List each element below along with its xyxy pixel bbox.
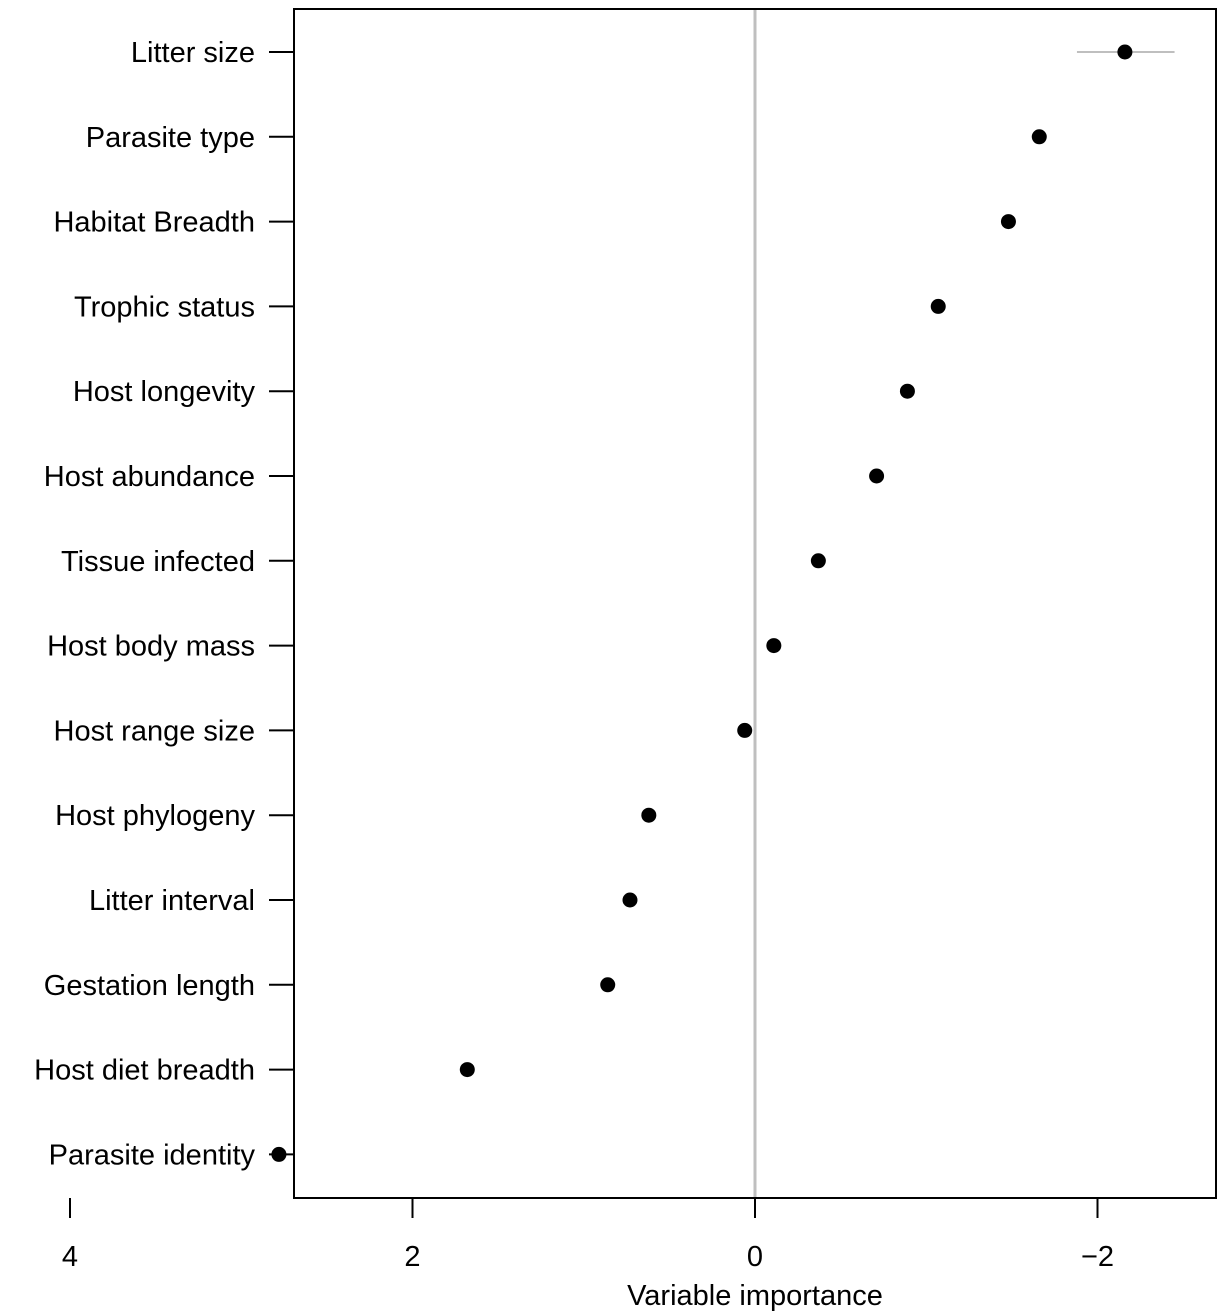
x-tick-label: −2 (1081, 1241, 1114, 1273)
y-tick-label: Parasite identity (49, 1139, 256, 1171)
y-tick-label: Host phylogeny (55, 800, 255, 832)
data-point (1031, 129, 1047, 145)
data-points (271, 44, 1133, 1162)
y-tick-label: Habitat Breadth (53, 207, 255, 239)
y-tick-label: Litter size (131, 37, 255, 69)
x-tick-label: 4 (62, 1241, 78, 1273)
y-tick-label: Tissue infected (61, 546, 255, 578)
x-axis: 420−2−4 (62, 1198, 1114, 1273)
data-point (737, 722, 753, 738)
data-point (1000, 214, 1016, 230)
y-tick-label: Host longevity (73, 376, 256, 408)
data-point (622, 892, 638, 908)
data-point (1117, 44, 1133, 60)
y-tick-label: Trophic status (74, 291, 255, 323)
data-point (271, 1146, 287, 1162)
x-axis-title: Variable importance (627, 1280, 883, 1312)
data-point (899, 383, 915, 399)
y-tick-label: Host range size (54, 715, 256, 747)
y-axis: Litter size Parasite type Habitat Breadth T… (34, 37, 294, 1171)
data-point (641, 807, 657, 823)
y-tick-label: Gestation length (44, 970, 255, 1002)
data-point (766, 638, 782, 654)
data-point (869, 468, 885, 484)
y-tick-label: Host diet breadth (34, 1055, 255, 1087)
data-point (600, 977, 616, 993)
data-point (930, 298, 946, 314)
y-tick-label: Host abundance (44, 461, 255, 493)
y-tick-label: Host body mass (47, 631, 255, 663)
y-tick-label: Litter interval (89, 885, 255, 917)
data-point (810, 553, 826, 569)
y-tick-label: Parasite type (86, 122, 255, 154)
x-tick-label: 0 (747, 1241, 763, 1273)
x-tick-label: 2 (404, 1241, 420, 1273)
data-point (459, 1062, 475, 1078)
